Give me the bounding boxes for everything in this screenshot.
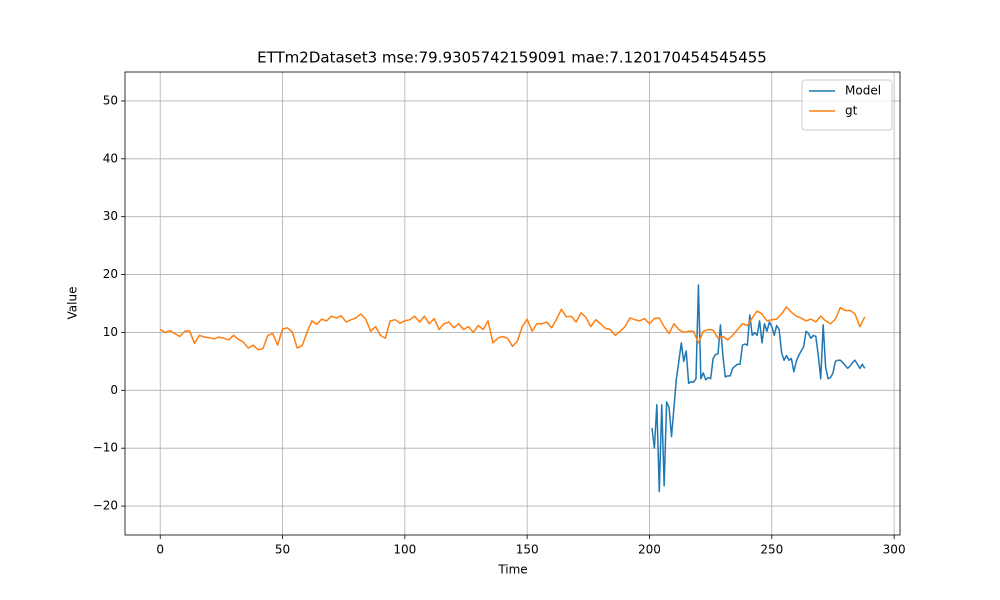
y-tick-label: 10 bbox=[103, 325, 118, 339]
legend-label: Model bbox=[845, 84, 881, 98]
y-tick-label: −10 bbox=[93, 441, 118, 455]
y-axis-label: Value bbox=[66, 287, 80, 320]
plot-frame bbox=[124, 71, 901, 536]
chart-title: ETTm2Dataset3 mse:79.9305742159091 mae:7… bbox=[257, 49, 767, 67]
y-tick-label: 40 bbox=[103, 151, 118, 165]
data-line bbox=[651, 284, 866, 493]
x-tick-label: 150 bbox=[516, 543, 539, 557]
x-tick-label: 100 bbox=[393, 543, 416, 557]
x-tick-label: 200 bbox=[638, 543, 661, 557]
legend-label: gt bbox=[845, 104, 858, 118]
y-tick-label: 0 bbox=[110, 383, 118, 397]
x-tick-label: 50 bbox=[275, 543, 290, 557]
y-tick-label: 30 bbox=[103, 209, 118, 223]
data-line bbox=[159, 306, 866, 351]
y-tick-label: 50 bbox=[103, 93, 118, 107]
x-tick-label: 0 bbox=[156, 543, 164, 557]
x-tick-label: 300 bbox=[883, 543, 906, 557]
y-tick-label: 20 bbox=[103, 267, 118, 281]
x-tick-label: 250 bbox=[760, 543, 783, 557]
x-axis-label: Time bbox=[497, 563, 527, 577]
legend-box bbox=[801, 79, 893, 131]
y-tick-label: −20 bbox=[93, 499, 118, 513]
